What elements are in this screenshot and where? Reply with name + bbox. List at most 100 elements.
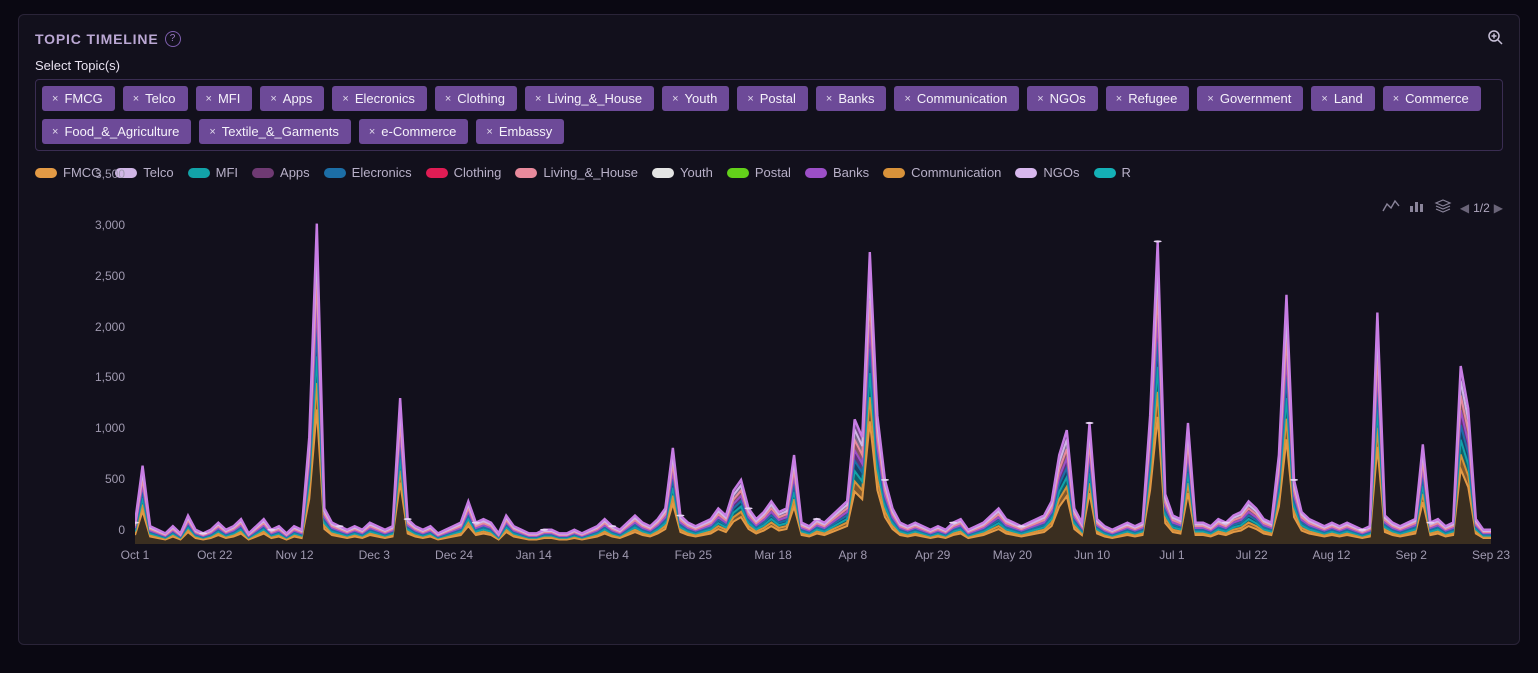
chip-remove-icon[interactable]: × (369, 126, 375, 138)
zoom-icon[interactable] (1487, 29, 1503, 48)
legend-label: Clothing (454, 165, 502, 180)
legend-item[interactable]: Banks (805, 165, 869, 180)
y-tick-label: 3,000 (95, 218, 125, 232)
x-tick-label: Nov 12 (276, 548, 314, 562)
legend-swatch (1094, 168, 1116, 178)
chart-legend: FMCG Telco MFI Apps Elecronics Clothing Living… (35, 165, 1503, 180)
chip-label: e-Commerce (381, 124, 456, 139)
chip-label: FMCG (64, 91, 102, 106)
chip-remove-icon[interactable]: × (133, 93, 139, 105)
topic-chip[interactable]: ×Textile_&_Garments (199, 119, 351, 144)
legend-item[interactable]: Apps (252, 165, 310, 180)
x-tick-label: Oct 22 (197, 548, 232, 562)
topic-chips-container: ×FMCG×Telco×MFI×Apps×Elecronics×Clothing… (35, 79, 1503, 151)
x-tick-label: Feb 25 (675, 548, 712, 562)
y-tick-label: 0 (118, 523, 125, 537)
chip-label: Embassy (499, 124, 552, 139)
topic-chip[interactable]: ×Land (1311, 86, 1374, 111)
x-tick-label: Jan 14 (516, 548, 552, 562)
chip-label: Apps (283, 91, 313, 106)
topic-chip[interactable]: ×Postal (737, 86, 808, 111)
topic-chip[interactable]: × Commerce (1383, 86, 1481, 111)
legend-item[interactable]: MFI (188, 165, 238, 180)
help-icon[interactable]: ? (165, 31, 181, 47)
chip-label: MFI (218, 91, 240, 106)
topic-chip[interactable]: × e-Commerce (359, 119, 469, 144)
panel-header: TOPIC TIMELINE ? (35, 29, 1503, 48)
legend-swatch (35, 168, 57, 178)
topic-chip[interactable]: ×Elecronics (332, 86, 426, 111)
chip-label: Banks (838, 91, 874, 106)
legend-label: NGOs (1043, 165, 1079, 180)
chip-remove-icon[interactable]: × (486, 126, 492, 138)
legend-item[interactable]: FMCG (35, 165, 101, 180)
x-tick-label: Jul 1 (1159, 548, 1184, 562)
legend-swatch (188, 168, 210, 178)
topic-chip[interactable]: × Apps (260, 86, 324, 111)
topic-chip[interactable]: × Youth (662, 86, 729, 111)
x-tick-label: Sep 23 (1472, 548, 1510, 562)
legend-label: Telco (143, 165, 173, 180)
topic-chip[interactable]: ×NGOs (1027, 86, 1098, 111)
chip-remove-icon[interactable]: × (1116, 93, 1122, 105)
legend-item[interactable]: Elecronics (324, 165, 412, 180)
legend-label: R (1122, 165, 1131, 180)
chip-remove-icon[interactable]: × (270, 93, 276, 105)
chip-label: Youth (685, 91, 718, 106)
topic-chip[interactable]: × Embassy (476, 119, 564, 144)
chip-label: Commerce (1405, 91, 1469, 106)
topic-chip[interactable]: ×Refugee (1106, 86, 1190, 111)
chip-label: Government (1220, 91, 1292, 106)
legend-item[interactable]: Communication (883, 165, 1001, 180)
topic-chip[interactable]: × Food_&_Agriculture (42, 119, 191, 144)
chip-label: Living_&_House (547, 91, 642, 106)
chip-remove-icon[interactable]: × (206, 93, 212, 105)
topic-chip[interactable]: ×Communication (894, 86, 1019, 111)
legend-label: MFI (216, 165, 238, 180)
x-tick-label: Feb 4 (598, 548, 629, 562)
legend-swatch (883, 168, 905, 178)
legend-swatch (652, 168, 674, 178)
x-tick-label: Apr 8 (839, 548, 868, 562)
legend-item[interactable]: Clothing (426, 165, 502, 180)
chip-remove-icon[interactable]: × (52, 126, 58, 138)
topic-chip[interactable]: × MFI (196, 86, 253, 111)
topic-chip[interactable]: × Government (1197, 86, 1303, 111)
legend-swatch (324, 168, 346, 178)
legend-item[interactable]: Postal (727, 165, 791, 180)
x-tick-label: Mar 18 (754, 548, 791, 562)
legend-swatch (252, 168, 274, 178)
chip-remove-icon[interactable]: × (535, 93, 541, 105)
x-tick-label: Dec 24 (435, 548, 473, 562)
legend-swatch (1015, 168, 1037, 178)
topic-chip[interactable]: × Banks (816, 86, 887, 111)
chip-remove-icon[interactable]: × (209, 126, 215, 138)
chip-remove-icon[interactable]: × (52, 93, 58, 105)
legend-label: Elecronics (352, 165, 412, 180)
chip-remove-icon[interactable]: × (747, 93, 753, 105)
x-tick-label: Sep 2 (1396, 548, 1427, 562)
legend-item[interactable]: Living_&_House (515, 165, 638, 180)
legend-item[interactable]: Youth (652, 165, 713, 180)
chip-remove-icon[interactable]: × (672, 93, 678, 105)
chip-remove-icon[interactable]: × (1393, 93, 1399, 105)
chip-remove-icon[interactable]: × (1207, 93, 1213, 105)
chip-remove-icon[interactable]: × (1321, 93, 1327, 105)
legend-swatch (426, 168, 448, 178)
chip-label: Food_&_Agriculture (64, 124, 179, 139)
legend-swatch (805, 168, 827, 178)
x-tick-label: Dec 3 (359, 548, 390, 562)
y-axis: 05001,0001,5002,0002,5003,0003,500 (83, 188, 133, 544)
chip-remove-icon[interactable]: × (445, 93, 451, 105)
topic-chip[interactable]: ×Clothing (435, 86, 517, 111)
y-tick-label: 1,500 (95, 370, 125, 384)
chip-remove-icon[interactable]: × (1037, 93, 1043, 105)
topic-chip[interactable]: × Living_&_House (525, 86, 654, 111)
chip-remove-icon[interactable]: × (826, 93, 832, 105)
topic-chip[interactable]: × FMCG (42, 86, 115, 111)
topic-chip[interactable]: ×Telco (123, 86, 188, 111)
legend-item[interactable]: R (1094, 165, 1131, 180)
legend-item[interactable]: NGOs (1015, 165, 1079, 180)
chip-remove-icon[interactable]: × (342, 93, 348, 105)
chip-remove-icon[interactable]: × (904, 93, 910, 105)
